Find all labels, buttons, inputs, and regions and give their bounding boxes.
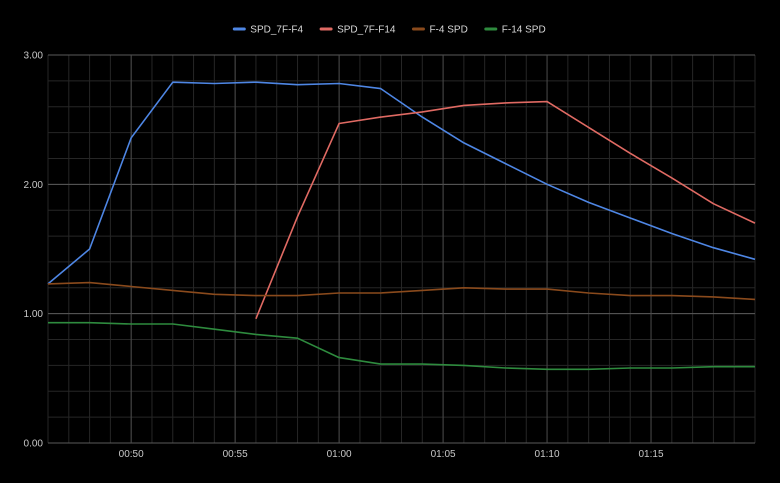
series-line-f-14-spd xyxy=(48,321,755,371)
y-axis-tick-labels: 0.00 1.00 2.00 3.00 xyxy=(24,51,44,450)
legend-label: SPD_7F-F14 xyxy=(337,25,396,36)
x-tick-label: 00:50 xyxy=(119,449,144,460)
legend-item[interactable]: SPD_7F-F14 xyxy=(319,25,396,36)
legend-item[interactable]: F-4 SPD xyxy=(411,25,468,36)
x-tick-label: 01:00 xyxy=(327,449,352,460)
y-tick-label: 3.00 xyxy=(24,51,44,62)
legend-item[interactable]: SPD_7F-F4 xyxy=(232,25,304,36)
y-tick-label: 1.00 xyxy=(24,309,44,320)
legend-label: SPD_7F-F4 xyxy=(250,25,303,36)
legend-item[interactable]: F-14 SPD xyxy=(484,25,546,36)
x-tick-label: 01:10 xyxy=(535,449,560,460)
x-tick-label: 00:55 xyxy=(223,449,248,460)
major-gridlines xyxy=(48,54,755,444)
x-tick-label: 01:05 xyxy=(431,449,456,460)
y-tick-label: 0.00 xyxy=(24,439,44,450)
x-axis-tick-labels: 00:50 00:55 01:00 01:05 01:10 01:15 xyxy=(119,449,664,460)
legend-label: F-4 SPD xyxy=(429,25,467,36)
series-line-f-4-spd xyxy=(47,281,756,301)
series-lines xyxy=(47,81,756,371)
series-line-spd-7f-f4 xyxy=(47,81,756,285)
x-tick-label: 01:15 xyxy=(639,449,664,460)
series-line-spd-7f-f14 xyxy=(255,100,756,320)
y-tick-label: 2.00 xyxy=(24,180,44,191)
legend-label: F-14 SPD xyxy=(502,25,546,36)
legend: SPD_7F-F4 SPD_7F-F14 F-4 SPD F-14 SPD xyxy=(232,25,546,36)
